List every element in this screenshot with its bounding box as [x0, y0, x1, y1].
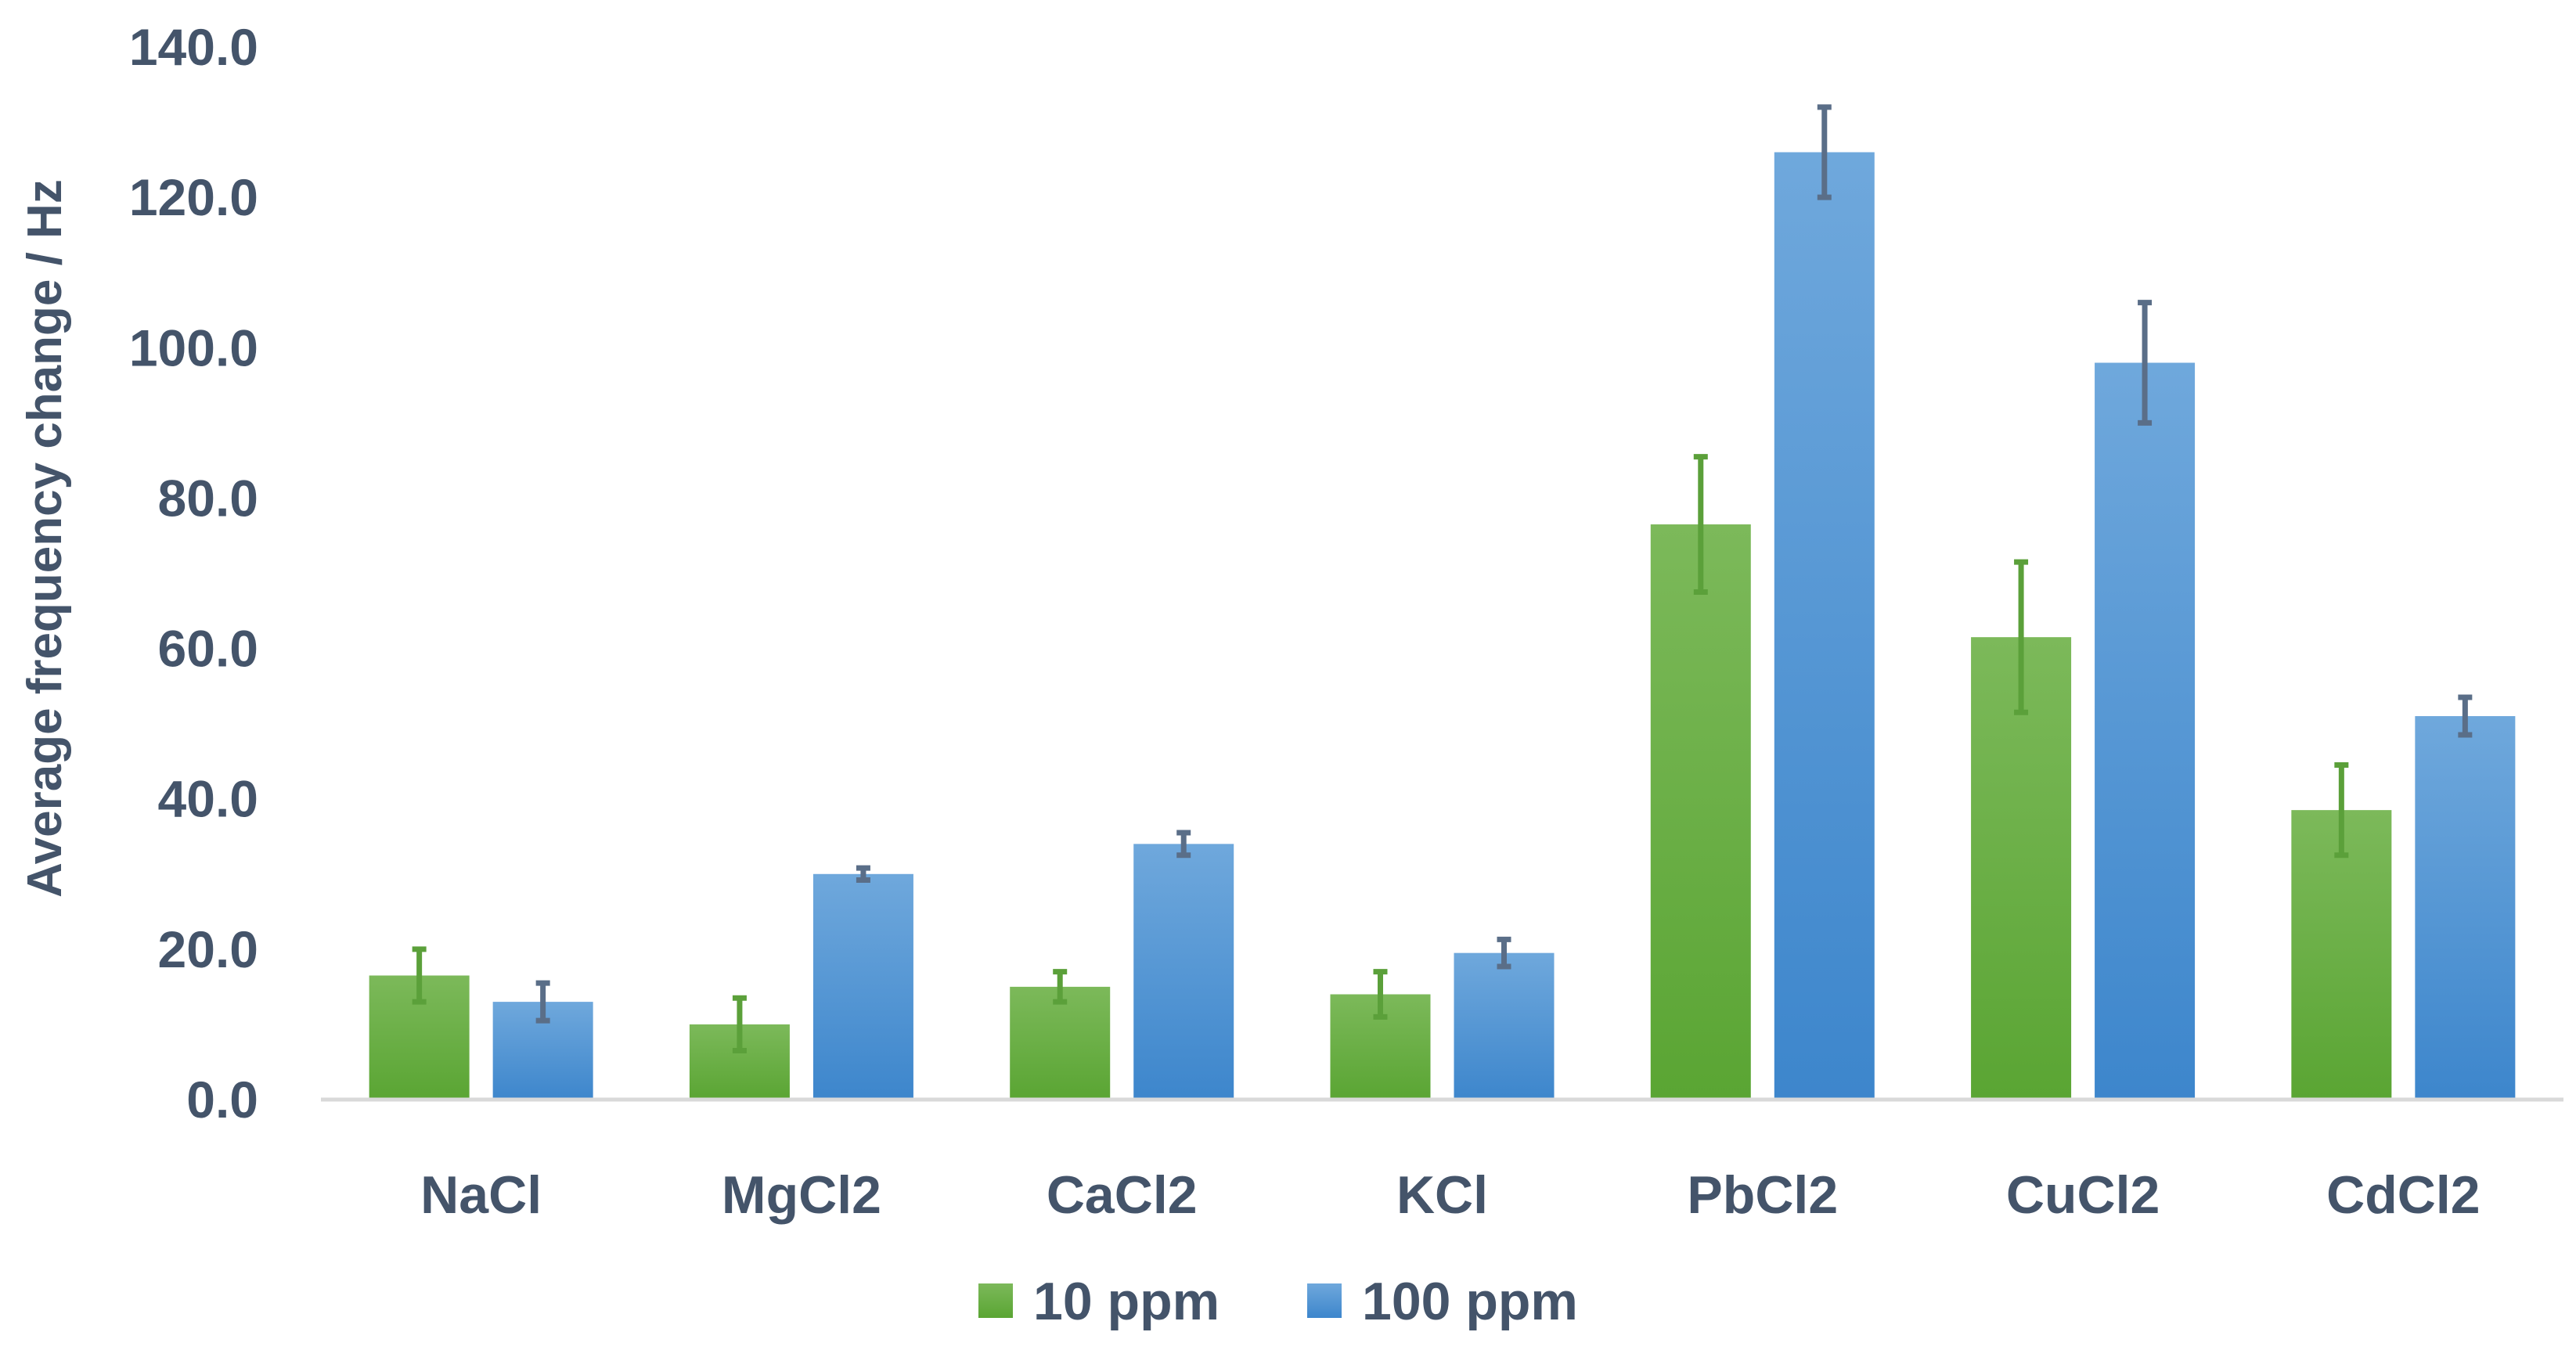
- bar-100ppm: [2415, 716, 2516, 1100]
- x-tick-label: MgCl2: [722, 1165, 881, 1225]
- x-tick-label: KCl: [1396, 1165, 1488, 1225]
- legend-label-100ppm: 100 ppm: [1362, 1272, 1578, 1331]
- y-tick-label: 80.0: [158, 469, 258, 527]
- legend-swatch-10ppm: [978, 1283, 1013, 1318]
- x-tick-label: CdCl2: [2326, 1165, 2480, 1225]
- bar-10ppm: [2291, 810, 2392, 1100]
- x-tick-label: CaCl2: [1047, 1165, 1198, 1225]
- bar-100ppm: [1133, 844, 1234, 1100]
- x-tick-label: NaCl: [420, 1165, 542, 1225]
- y-tick-label: 20.0: [158, 920, 258, 978]
- y-axis-ticks: 0.0 20.0 40.0 60.0 80.0 100.0 120.0 140.0: [129, 18, 258, 1129]
- x-tick-label: CuCl2: [2006, 1165, 2160, 1225]
- bar-100ppm: [1774, 152, 1875, 1100]
- legend-label-10ppm: 10 ppm: [1033, 1272, 1220, 1331]
- bars-group: [369, 152, 2516, 1100]
- bar-100ppm: [2095, 362, 2196, 1100]
- y-axis-title: Average frequency change / Hz: [18, 179, 72, 898]
- y-tick-label: 40.0: [158, 770, 258, 828]
- y-tick-label: 140.0: [129, 18, 258, 76]
- x-axis-labels: NaCl MgCl2 CaCl2 KCl PbCl2 CuCl2 CdCl2: [420, 1165, 2480, 1225]
- legend: 10 ppm 100 ppm: [978, 1272, 1578, 1331]
- bar-100ppm: [1454, 952, 1555, 1100]
- y-axis-title-group: Average frequency change / Hz: [18, 179, 72, 898]
- bar-10ppm: [1010, 986, 1111, 1100]
- y-tick-label: 0.0: [186, 1071, 258, 1129]
- bar-10ppm: [1650, 524, 1751, 1100]
- error-bars-group: [412, 104, 2473, 1054]
- bar-100ppm: [812, 873, 913, 1100]
- y-tick-label: 100.0: [129, 319, 258, 376]
- y-tick-label: 60.0: [158, 620, 258, 678]
- y-tick-label: 120.0: [129, 168, 258, 226]
- legend-swatch-100ppm: [1307, 1283, 1342, 1318]
- x-tick-label: PbCl2: [1687, 1165, 1838, 1225]
